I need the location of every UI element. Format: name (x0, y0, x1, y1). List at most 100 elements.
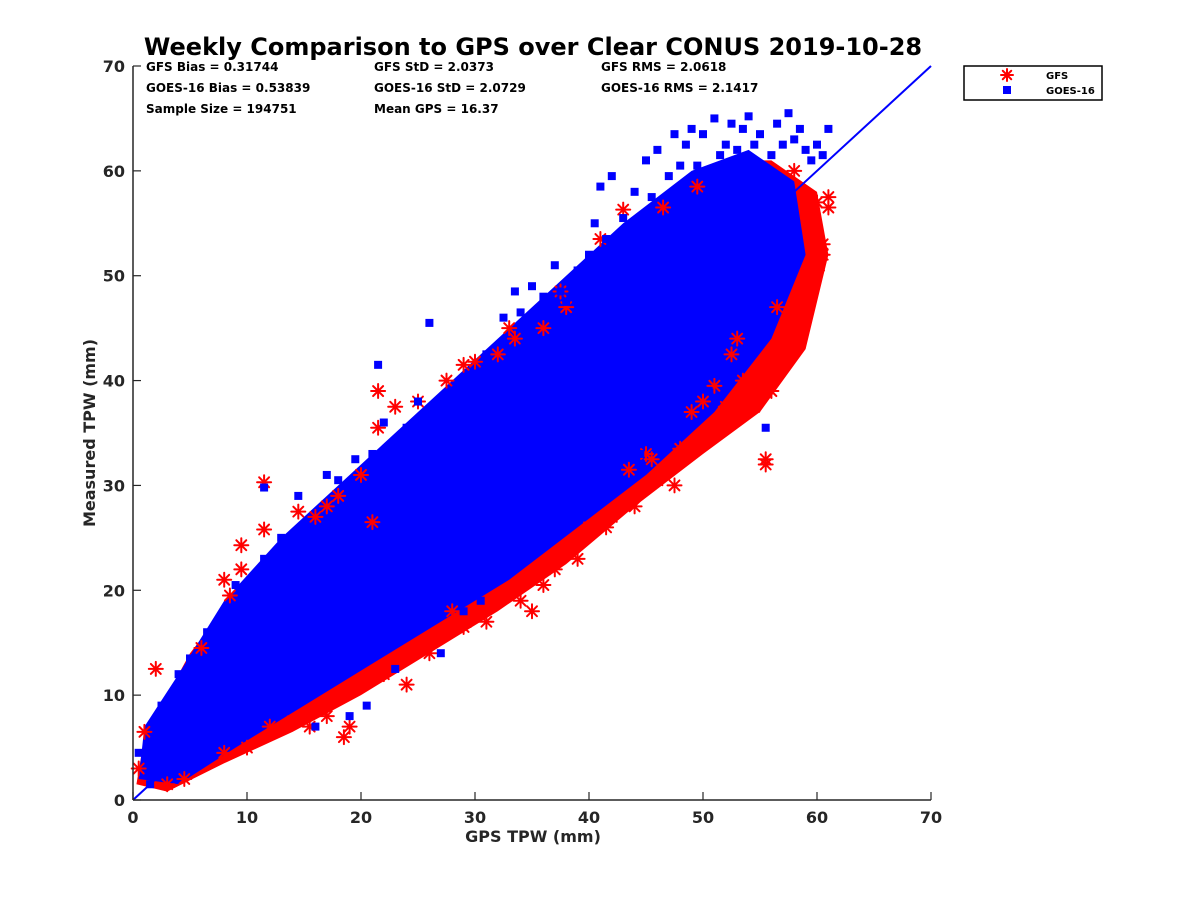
goes16-point (260, 483, 269, 492)
asterisk-stroke (286, 715, 299, 728)
asterisk-stroke (138, 725, 151, 738)
asterisk-stroke (765, 385, 778, 398)
asterisk-stroke (355, 468, 367, 481)
goes16-point (248, 575, 257, 584)
gfs-point (216, 571, 233, 588)
y-axis-label: Measured TPW (mm) (80, 339, 99, 527)
goes16-point (562, 297, 571, 306)
goes16-point (602, 235, 611, 244)
goes16-point (647, 193, 656, 202)
goes16-point (516, 308, 525, 317)
gfs-point (444, 603, 461, 620)
gfs-point (136, 723, 153, 740)
gfs-point (655, 199, 672, 216)
goes16-point (362, 701, 371, 710)
asterisk-stroke (241, 741, 253, 754)
asterisk-stroke (628, 500, 641, 513)
gfs-point (330, 487, 347, 504)
asterisk-stroke (548, 563, 561, 576)
asterisk-stroke (748, 400, 761, 413)
stat-sample-size: Sample Size = 194751 (146, 102, 297, 116)
goes16-point (345, 712, 354, 721)
gfs-point (364, 514, 381, 531)
gfs-point (620, 461, 637, 478)
stat-gfs-std: GFS StD = 2.0373 (374, 60, 494, 74)
goes16-point (607, 172, 616, 181)
asterisk-stroke (811, 196, 823, 209)
gfs-point (455, 356, 472, 373)
x-tick-label: 40 (578, 808, 600, 827)
goes16-point (738, 124, 747, 133)
asterisk-stroke (337, 731, 350, 744)
asterisk-stroke (622, 463, 635, 476)
asterisk-stroke (320, 710, 333, 723)
goes16-point (334, 476, 343, 485)
gfs-point (581, 519, 597, 536)
gfs-point (569, 550, 586, 567)
asterisk-stroke (526, 605, 538, 618)
y-tick-label: 40 (103, 372, 125, 391)
goes16-point (391, 664, 400, 673)
goes16-point (699, 130, 707, 139)
gfs-point (723, 346, 740, 363)
goes16-point (379, 418, 388, 427)
gfs-point (809, 194, 825, 211)
asterisk-stroke (132, 762, 145, 775)
goes16-point (231, 581, 240, 590)
goes16-point (795, 124, 804, 133)
gfs-point (233, 537, 250, 554)
legend-goes16-label: GOES-16 (1046, 86, 1095, 97)
goes16-point (493, 575, 502, 584)
goes16-point (134, 748, 143, 757)
goes16-point (653, 145, 662, 154)
gfs-point (666, 477, 683, 494)
goes16-point (174, 670, 183, 679)
asterisk-stroke (816, 248, 829, 261)
y-tick-label: 60 (103, 162, 125, 181)
goes16-point (790, 135, 799, 144)
goes16-point (727, 119, 736, 128)
asterisk-stroke (446, 605, 459, 618)
gfs-point (769, 299, 786, 316)
goes16-point (351, 455, 360, 464)
asterisk-stroke (178, 773, 191, 785)
tick-labels: 0 10 20 30 40 50 60 70 0 10 20 30 40 50 60 70 (103, 57, 942, 827)
asterisk-stroke (771, 301, 784, 314)
gfs-point (438, 372, 455, 389)
gfs-point (535, 320, 552, 337)
gfs-point (797, 267, 814, 284)
gfs-point (598, 519, 615, 536)
asterisk-stroke (218, 746, 231, 759)
gfs-point (353, 466, 369, 483)
gfs-point (809, 262, 825, 279)
goes16-point (704, 387, 713, 396)
goes16-point (761, 423, 770, 432)
asterisk-stroke (480, 615, 493, 628)
gfs-point (763, 383, 780, 400)
gfs-point (193, 639, 210, 656)
asterisk-stroke (685, 406, 698, 418)
gfs-point (421, 645, 438, 662)
goes16-point (186, 654, 194, 663)
chart-title: Weekly Comparison to GPS over Clear CONU… (144, 33, 922, 61)
goes16-point (465, 371, 474, 380)
goes16-point (687, 124, 696, 133)
gfs-point (506, 330, 523, 347)
gfs-point (387, 398, 404, 415)
stat-gfs-bias: GFS Bias = 0.31744 (146, 60, 278, 74)
gfs-point (335, 729, 352, 746)
goes16-point (721, 140, 730, 149)
asterisk-stroke (235, 563, 248, 576)
gfs-point (233, 561, 250, 578)
gfs-point (814, 246, 831, 263)
asterisk-stroke (218, 573, 231, 586)
asterisk-stroke (571, 552, 584, 565)
gfs-point (814, 236, 831, 253)
asterisk-stroke (799, 269, 812, 282)
asterisk-stroke (332, 489, 345, 502)
goes16-point (374, 360, 383, 369)
goes16-point (824, 124, 833, 133)
goes16-point (756, 130, 764, 139)
goes16-point (203, 628, 212, 637)
goes16-point (590, 219, 599, 228)
